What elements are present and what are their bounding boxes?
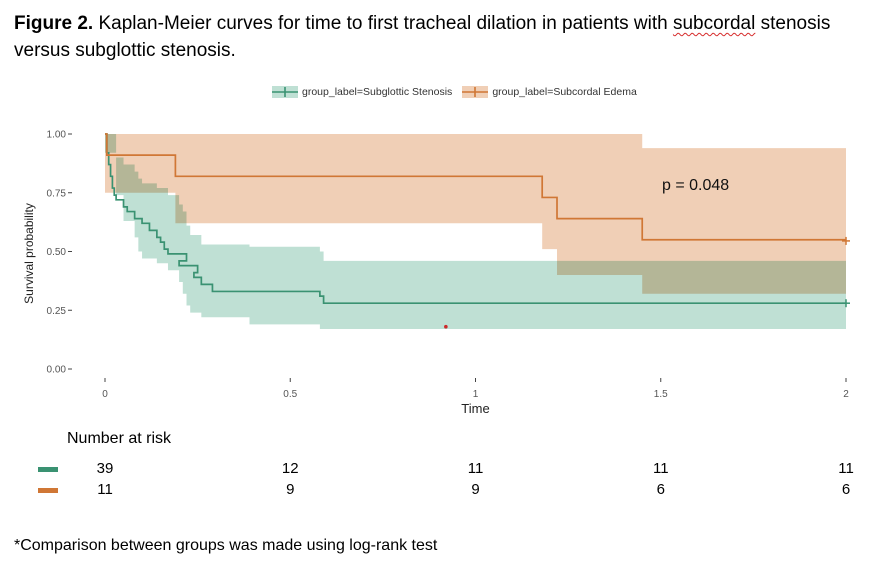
y-tick-label: 0.75 [47,188,67,199]
y-axis-label: Survival probability [22,203,36,304]
risk-count: 11 [838,460,854,477]
x-tick-label: 0.5 [283,389,297,400]
x-tick-label: 0 [102,389,108,400]
x-tick-label: 1 [473,389,479,400]
risk-count: 6 [841,481,851,498]
p-value-annotation: p = 0.048 [662,177,729,194]
risk-row: 11 9 9 6 6 [0,481,894,501]
risk-count: 11 [652,460,669,477]
y-tick-label: 1.00 [47,130,67,141]
legend-key-subglottic [272,86,298,98]
x-axis-label: Time [461,401,489,416]
figure-caption: Figure 2. Kaplan-Meier curves for time t… [14,10,874,64]
legend-label-subcordal: group_label=Subcordal Edema [492,86,637,98]
legend-label-subglottic: group_label=Subglottic Stenosis [302,86,453,98]
risk-table-title: Number at risk [67,430,172,447]
curve-subcordal [105,133,846,241]
caption-spellcheck-word: subcordal [672,13,756,34]
caption-text-2: stenosis versus subglottic stenosis. [14,13,831,61]
band-subglottic-ci [105,134,846,330]
legend-entry-subglottic: group_label=Subglottic Stenosis [270,84,452,100]
risk-count: 39 [96,460,114,477]
footnote: *Comparison between groups was made usin… [14,537,438,554]
curve-subglottic [105,133,846,305]
legend-entry-subcordal: group_label=Subcordal Edema [460,84,637,100]
stray-point [444,324,448,329]
figure-number: Figure 2. [14,13,94,34]
caption-text-1: Kaplan-Meier curves for time to first tr… [93,13,673,34]
risk-count: 11 [467,460,484,477]
y-tick-label: 0.00 [47,365,67,376]
legend-key-subcordal [462,86,489,98]
risk-count: 9 [286,481,295,498]
risk-row-swatch [38,467,58,472]
risk-row-swatch [38,488,58,493]
band-subcordal-ci [105,134,846,294]
risk-count: 6 [656,481,665,498]
chart-legend: group_label=Subglottic Stenosis group_la… [270,82,645,102]
risk-count: 11 [97,481,113,498]
risk-row: 39 12 11 11 11 [0,460,894,480]
km-plot: 0.00 0.25 0.50 0.75 1.00 0 0.5 1 1.5 2 Time Surviva… [22,130,850,416]
y-tick-label: 0.50 [47,247,67,258]
risk-count: 9 [471,481,480,498]
x-tick-label: 2 [843,389,849,400]
y-tick-label: 0.25 [47,306,67,317]
risk-count: 12 [281,460,299,477]
x-tick-label: 1.5 [654,389,668,400]
